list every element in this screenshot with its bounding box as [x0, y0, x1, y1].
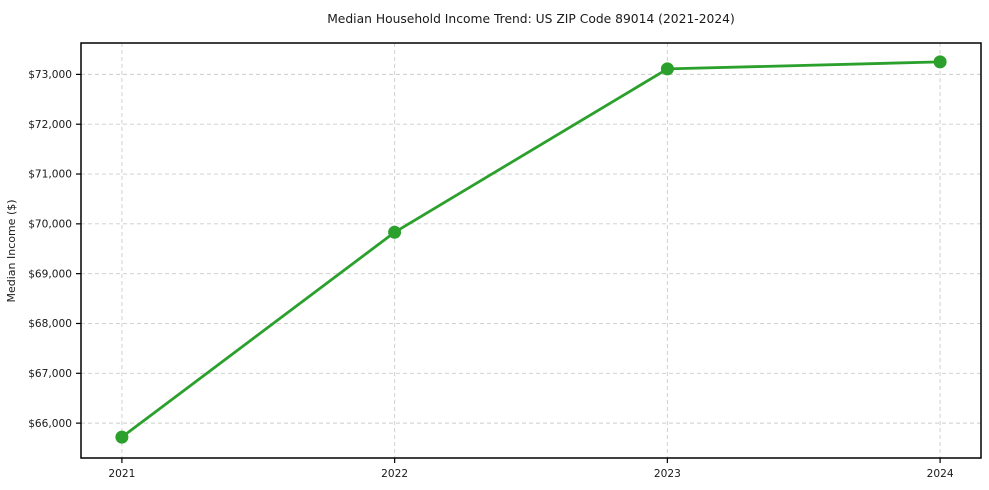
data-point-marker — [933, 55, 947, 69]
x-tick-label: 2024 — [927, 468, 954, 480]
chart-title: Median Household Income Trend: US ZIP Co… — [327, 12, 735, 26]
y-tick-label: $69,000 — [28, 268, 72, 280]
y-axis-label: Median Income ($) — [5, 199, 18, 302]
data-point-marker — [660, 62, 674, 76]
data-point-marker — [388, 225, 402, 239]
x-tick-label: 2022 — [381, 468, 408, 480]
axis-layer: $66,000 $67,000 $68,000 $69,000 $70,000 $71,0… — [28, 42, 982, 480]
y-tick-label: $73,000 — [28, 69, 72, 81]
y-tick-label: $70,000 — [28, 219, 72, 231]
plot-frame — [80, 42, 982, 459]
x-tick-label: 2023 — [654, 468, 681, 480]
grid-layer — [81, 43, 981, 458]
y-tick-label: $66,000 — [28, 418, 72, 430]
y-tick-label: $72,000 — [28, 119, 72, 131]
series-line — [120, 60, 942, 439]
data-point-marker — [115, 430, 129, 444]
x-tick-label: 2021 — [108, 468, 135, 480]
y-tick-label: $71,000 — [28, 169, 72, 181]
series-layer — [115, 55, 947, 444]
y-tick-label: $68,000 — [28, 318, 72, 330]
y-tick-label: $67,000 — [28, 368, 72, 380]
